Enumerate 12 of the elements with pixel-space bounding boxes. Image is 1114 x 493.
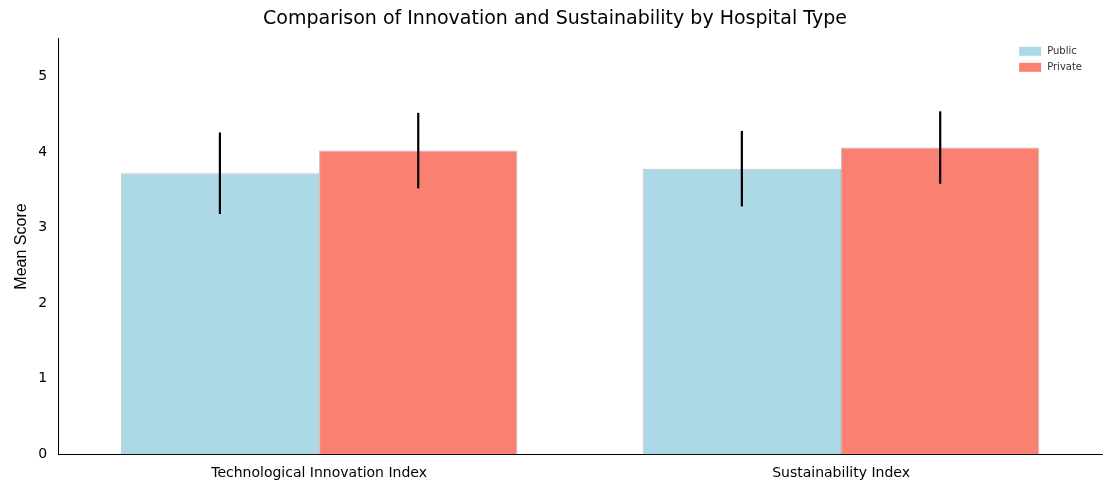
- legend-label: Private: [1047, 61, 1083, 73]
- x-tick-label: Sustainability Index: [772, 464, 910, 481]
- y-tick-label: 4: [38, 142, 48, 159]
- y-tick-label: 2: [38, 293, 48, 310]
- x-tick-label: Technological Innovation Index: [210, 464, 427, 481]
- y-axis-title: Mean Score: [12, 203, 30, 290]
- y-tick-label: 1: [38, 369, 48, 386]
- legend-label: Public: [1047, 45, 1077, 57]
- y-tick-label: 5: [38, 67, 48, 84]
- y-tick-label: 0: [38, 444, 48, 461]
- y-tick-label: 3: [38, 218, 48, 235]
- chart-title: Comparison of Innovation and Sustainability by Hospital Type: [263, 6, 847, 29]
